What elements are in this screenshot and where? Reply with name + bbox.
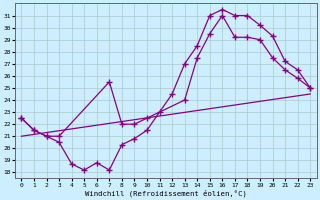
X-axis label: Windchill (Refroidissement éolien,°C): Windchill (Refroidissement éolien,°C) [85,189,247,197]
